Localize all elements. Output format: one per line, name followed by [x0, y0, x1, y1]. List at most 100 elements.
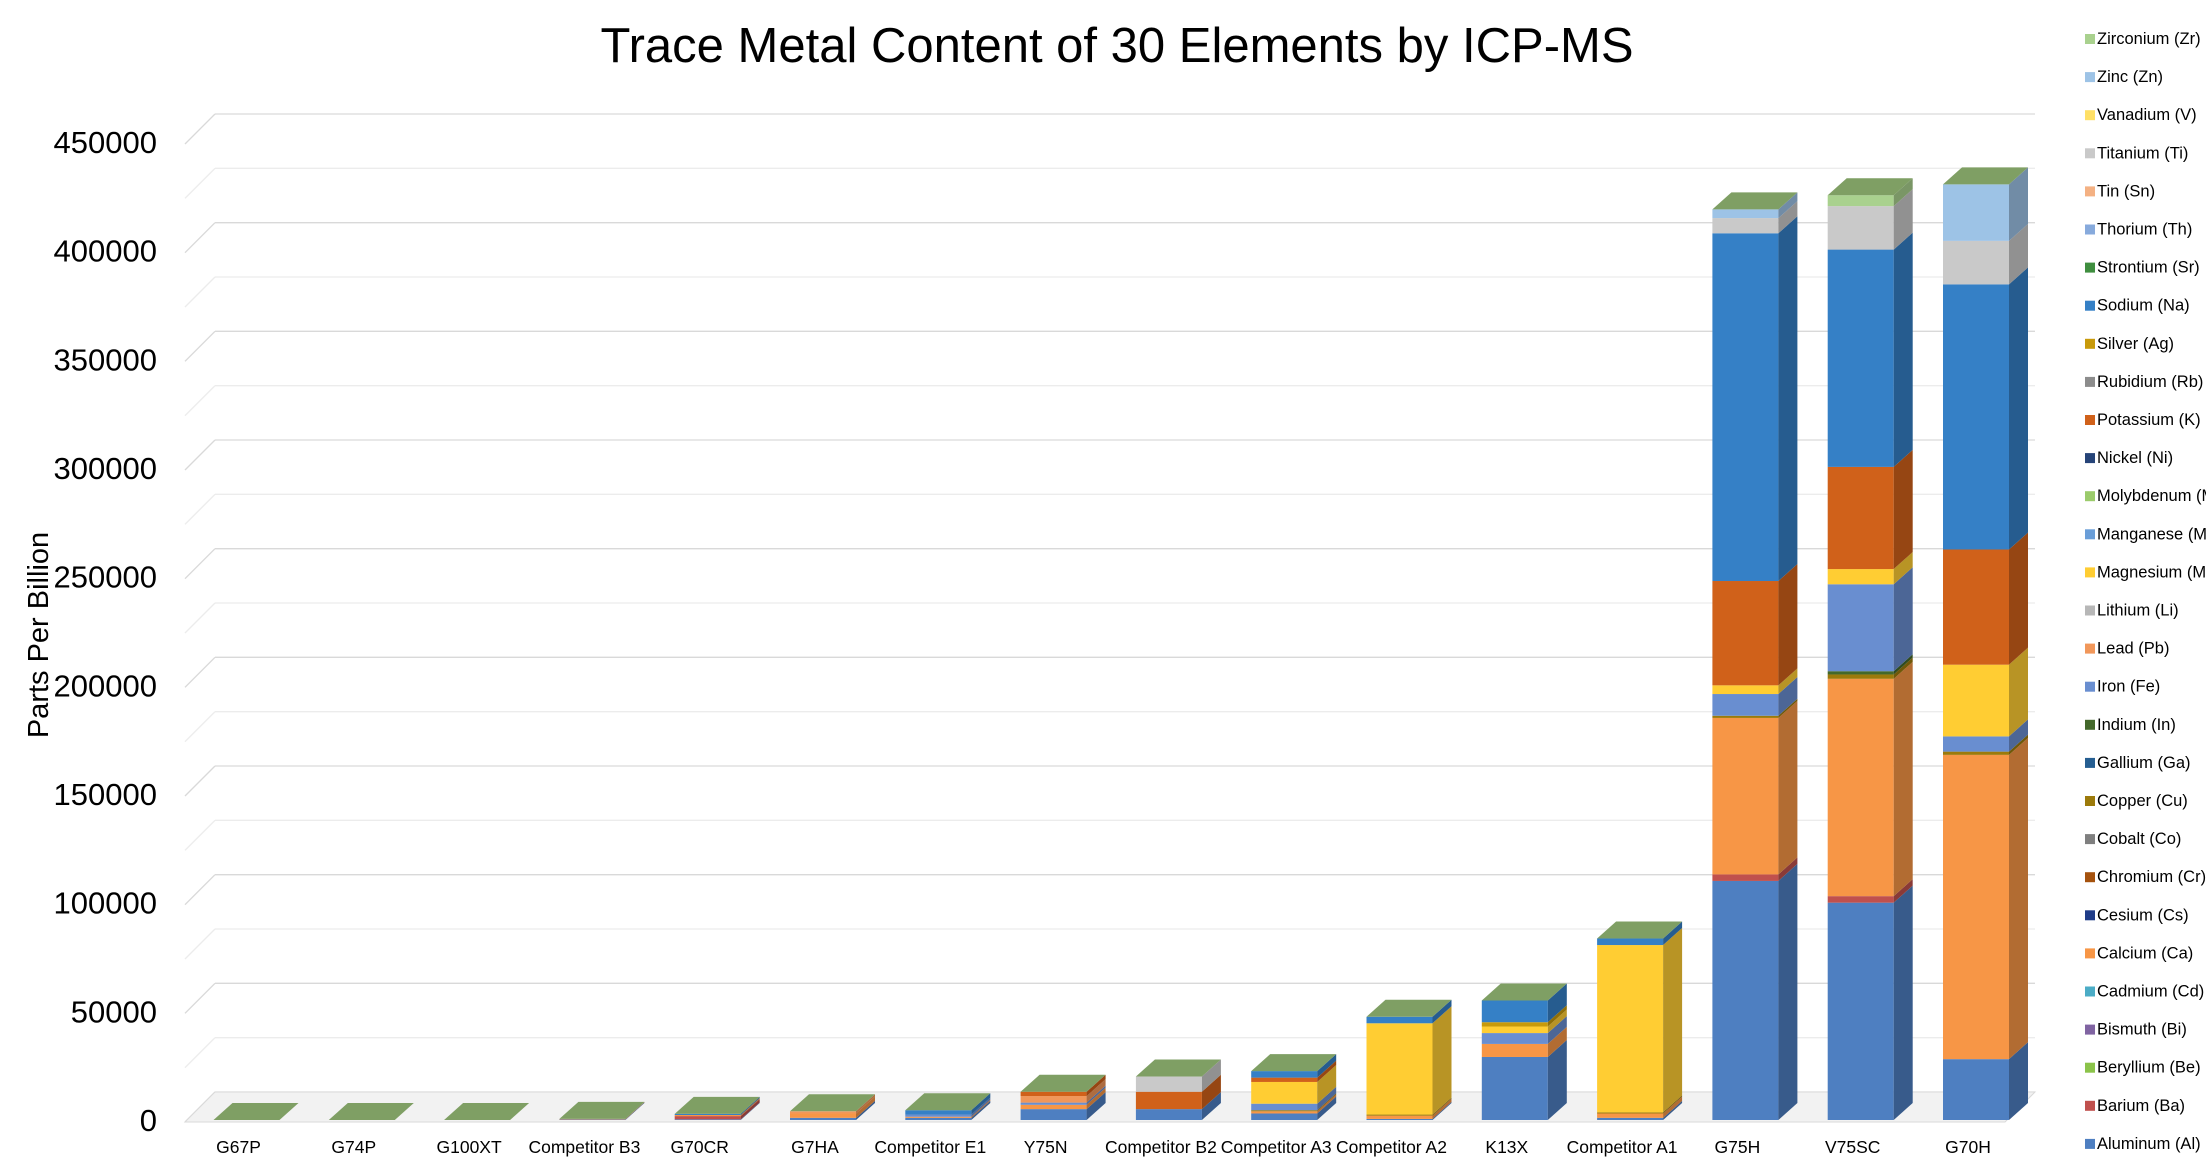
- bar-segment: [559, 1119, 626, 1120]
- legend-entry: Calcium (Ca): [2097, 944, 2193, 962]
- bar-segment-side: [1778, 564, 1798, 686]
- bar-segment: [1597, 1113, 1664, 1118]
- legend-swatch: [2085, 453, 2095, 464]
- legend: Zirconium (Zr) Zinc (Zn) Vanadium (V) Titan…: [2085, 30, 2206, 1153]
- bar-segment-side: [971, 1100, 991, 1120]
- gridline-depth: [184, 1037, 216, 1069]
- legend-entry: Manganese (Mn): [2097, 525, 2206, 543]
- bar-segment-side: [1893, 879, 1913, 903]
- legend-swatch: [2085, 491, 2095, 502]
- bar-segment: [1943, 240, 2009, 285]
- bar-segment: [1943, 549, 2009, 665]
- bar-stack: [1251, 1054, 1337, 1120]
- bar-stack: [559, 1101, 645, 1120]
- legend-swatch: [2085, 34, 2095, 44]
- bar-segment: [1251, 1111, 1318, 1114]
- legend-swatch: [2085, 1138, 2095, 1149]
- bar-segment-side: [1547, 1039, 1567, 1120]
- bar-segment: [674, 1116, 741, 1120]
- x-tick-label: Competitor B3: [528, 1137, 640, 1157]
- bar-segment-side: [1778, 700, 1798, 875]
- bar-segment: [1251, 1071, 1318, 1078]
- legend-entry: Strontium (Sr): [2097, 259, 2200, 277]
- bar-segment-side: [1432, 1101, 1452, 1120]
- bar-segment: [1827, 466, 1894, 570]
- legend-swatch: [2085, 567, 2095, 578]
- bar-segment: [1366, 1016, 1433, 1024]
- bar-segment: [1481, 1043, 1548, 1057]
- legend-swatch: [2085, 1100, 2095, 1111]
- x-tick-label: G75H: [1715, 1137, 1761, 1157]
- y-axis-ticks: 0 50000 100000 150000 200000 250000 300000 3500…: [54, 125, 157, 1138]
- legend-entry: Silver (Ag): [2097, 335, 2174, 353]
- bar-segment: [1135, 1076, 1202, 1092]
- bar-segment: [1597, 1117, 1664, 1120]
- legend-swatch: [2085, 986, 2095, 997]
- bar-segment-side: [1432, 1098, 1452, 1119]
- y-tick-label: 50000: [71, 994, 157, 1029]
- y-tick-label: 300000: [54, 451, 157, 486]
- chart-title: Trace Metal Content of 30 Elements by IC…: [600, 19, 1633, 73]
- gridline-depth: [184, 711, 216, 743]
- legend-swatch: [2085, 148, 2095, 159]
- bar-segment-side: [1663, 1096, 1683, 1118]
- legend-entry: Potassium (K): [2097, 411, 2201, 429]
- bar-segment: [1481, 1056, 1548, 1120]
- bar-segment-side: [1893, 449, 1913, 570]
- bar-stack: [1827, 178, 1913, 1120]
- legend-swatch: [2085, 186, 2095, 197]
- bar-segment: [1481, 1033, 1548, 1044]
- bar-segment: [1251, 1103, 1318, 1111]
- bar-segment: [1712, 685, 1779, 695]
- bar-segment-side: [2009, 719, 2028, 752]
- bar-segment-side: [2009, 734, 2028, 755]
- bar-stack: [905, 1093, 991, 1120]
- legend-entry: Beryllium (Be): [2097, 1059, 2201, 1077]
- bar-segment: [1827, 678, 1894, 897]
- gridline-depth: [184, 819, 216, 851]
- bar-segment-side: [1778, 677, 1798, 716]
- bar-segment-side: [2009, 223, 2028, 285]
- x-tick-label: G74P: [331, 1137, 376, 1157]
- gridline-depth: [184, 493, 216, 525]
- bar-segment-side: [1317, 1096, 1337, 1120]
- legend-entry: Chromium (Cr): [2097, 868, 2206, 886]
- x-tick-label: Competitor A2: [1336, 1137, 1447, 1157]
- bar-segment-side: [971, 1099, 991, 1118]
- legend-swatch: [2085, 415, 2095, 425]
- bar-segment: [1827, 569, 1894, 585]
- bar-segment: [905, 1110, 972, 1115]
- bar-segment: [1135, 1109, 1202, 1120]
- bar-top: [1481, 983, 1567, 1001]
- gridline-depth: [184, 765, 216, 797]
- bar-segment-side: [1778, 216, 1798, 582]
- gridline-depth: [184, 385, 216, 417]
- bar-stack: [328, 1103, 414, 1120]
- bar-segment-side: [1893, 189, 1913, 250]
- legend-entry: Molybdenum (Mo): [2097, 487, 2206, 505]
- bar-segment-side: [740, 1096, 760, 1116]
- bar-segment: [1712, 694, 1779, 716]
- x-tick-label: G70H: [1945, 1137, 1991, 1157]
- bar-segment: [790, 1117, 856, 1120]
- legend-swatch: [2085, 224, 2095, 235]
- bar-segment-side: [1432, 1097, 1452, 1116]
- bar-segment: [790, 1111, 856, 1114]
- x-axis-ticks: G67P G74P G100XT Competitor B3 G70CR G7HA Comp…: [216, 1137, 1991, 1157]
- bar-segment-side: [1778, 201, 1798, 234]
- legend-entry: Bismuth (Bi): [2097, 1021, 2187, 1039]
- legend-swatch: [2085, 643, 2095, 654]
- bar-segment: [1943, 664, 2009, 737]
- bar-segment: [1943, 184, 2009, 241]
- legend-entry: Magnesium (Mg): [2097, 563, 2206, 581]
- bar-segment: [1943, 751, 2009, 755]
- legend-swatch: [2085, 681, 2095, 692]
- y-tick-label: 0: [140, 1103, 157, 1138]
- bar-segment: [1481, 1000, 1548, 1023]
- x-tick-label: V75SC: [1825, 1137, 1880, 1157]
- y-tick-label: 150000: [54, 777, 157, 812]
- bar-segment-side: [1547, 1005, 1567, 1027]
- bar-segment-side: [1201, 1092, 1221, 1120]
- x-tick-label: G7HA: [791, 1137, 839, 1157]
- bar-segment-side: [1778, 863, 1798, 1120]
